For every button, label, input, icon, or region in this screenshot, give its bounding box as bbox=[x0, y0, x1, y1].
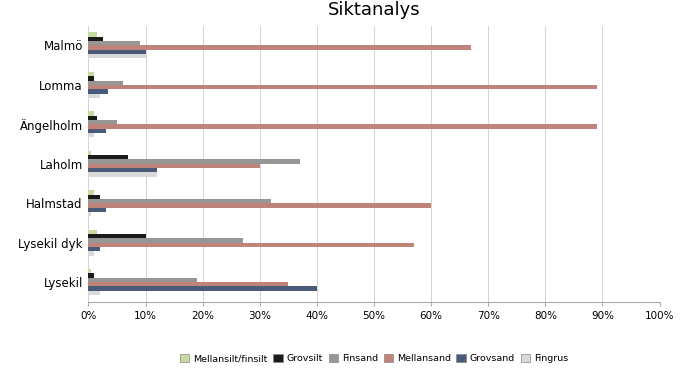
Bar bbox=[88, 230, 97, 234]
Bar bbox=[88, 203, 431, 208]
Bar bbox=[88, 269, 91, 273]
Bar bbox=[88, 46, 471, 50]
Bar bbox=[88, 120, 117, 124]
Bar bbox=[88, 199, 271, 203]
Bar bbox=[88, 93, 100, 98]
Bar bbox=[88, 159, 300, 164]
Bar bbox=[88, 37, 103, 41]
Bar bbox=[88, 247, 100, 251]
Bar bbox=[88, 32, 97, 37]
Bar bbox=[88, 50, 146, 54]
Bar bbox=[88, 164, 260, 168]
Bar bbox=[88, 291, 100, 295]
Bar bbox=[88, 81, 122, 85]
Bar bbox=[88, 173, 157, 177]
Bar bbox=[88, 155, 129, 159]
Bar bbox=[88, 72, 94, 76]
Bar bbox=[88, 168, 157, 173]
Bar bbox=[88, 41, 140, 46]
Bar bbox=[88, 243, 414, 247]
Legend: Mellansilt/finsilt, Grovsilt, Finsand, Mellansand, Grovsand, Fingrus: Mellansilt/finsilt, Grovsilt, Finsand, M… bbox=[176, 351, 572, 367]
Bar bbox=[88, 195, 100, 199]
Title: Siktanalys: Siktanalys bbox=[328, 1, 420, 19]
Bar bbox=[88, 208, 105, 212]
Bar bbox=[88, 286, 317, 291]
Bar bbox=[88, 282, 288, 286]
Bar bbox=[88, 124, 597, 129]
Bar bbox=[88, 273, 94, 278]
Bar bbox=[88, 251, 94, 256]
Bar bbox=[88, 129, 105, 133]
Bar bbox=[88, 85, 597, 89]
Bar bbox=[88, 190, 94, 195]
Bar bbox=[88, 212, 91, 216]
Bar bbox=[88, 111, 94, 116]
Bar bbox=[88, 151, 91, 155]
Bar bbox=[88, 76, 94, 81]
Bar bbox=[88, 238, 243, 243]
Bar bbox=[88, 89, 108, 93]
Bar bbox=[88, 116, 97, 120]
Bar bbox=[88, 234, 146, 238]
Bar bbox=[88, 133, 94, 137]
Bar bbox=[88, 54, 146, 59]
Bar bbox=[88, 278, 197, 282]
